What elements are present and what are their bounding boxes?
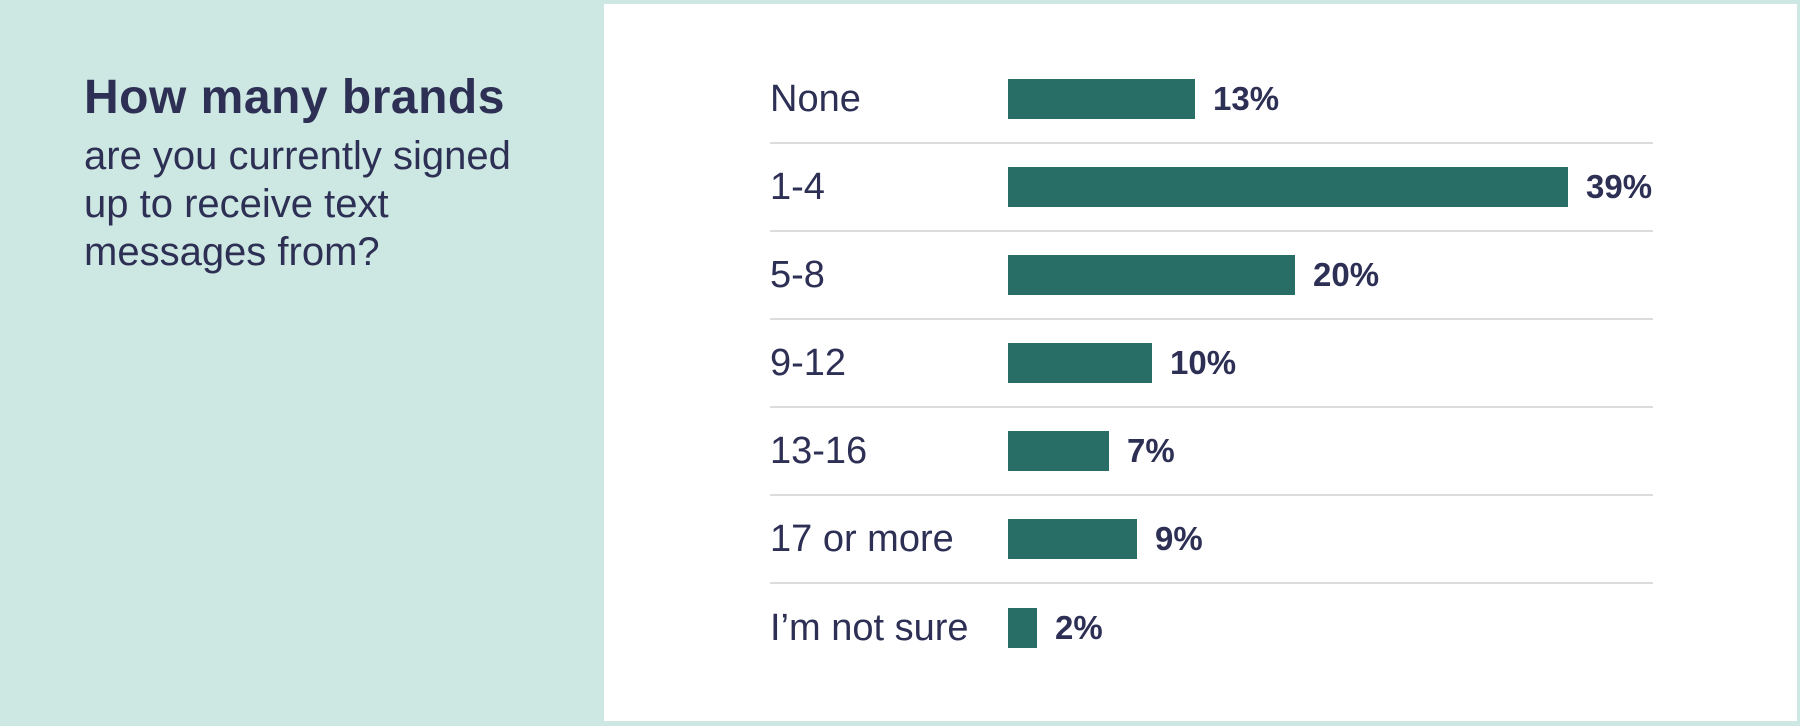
subtitle-line: messages from? xyxy=(84,230,380,274)
bar xyxy=(1008,167,1568,207)
bar xyxy=(1008,608,1037,648)
bar-chart-panel: None 13% 1-4 39% 5-8 20% 9-12 10% 13-16 xyxy=(604,4,1797,721)
chart-row: 17 or more 9% xyxy=(770,496,1653,584)
value-label: 10% xyxy=(1170,344,1237,381)
chart-row: I’m not sure 2% xyxy=(770,584,1653,672)
category-label: I’m not sure xyxy=(770,606,969,649)
chart-row: 13-16 7% xyxy=(770,408,1653,496)
category-label: 13-16 xyxy=(770,429,868,472)
value-label: 2% xyxy=(1055,609,1103,646)
subtitle-line: up to receive text xyxy=(84,182,389,226)
value-label: 7% xyxy=(1127,432,1175,469)
bar xyxy=(1008,343,1152,383)
value-label: 39% xyxy=(1586,168,1653,205)
value-label: 20% xyxy=(1313,256,1380,293)
chart-row: 9-12 10% xyxy=(770,320,1653,408)
question-panel: How many brands are you currently signed… xyxy=(0,0,604,726)
subtitle-line: are you currently signed xyxy=(84,134,511,178)
category-label: None xyxy=(770,77,861,120)
chart-row: 5-8 20% xyxy=(770,232,1653,320)
category-label: 9-12 xyxy=(770,341,847,384)
category-label: 1-4 xyxy=(770,165,825,208)
chart-subtitle: are you currently signed up to receive t… xyxy=(84,132,564,276)
category-label: 5-8 xyxy=(770,253,825,296)
bar xyxy=(1008,431,1109,471)
chart-row: 1-4 39% xyxy=(770,144,1653,232)
value-label: 13% xyxy=(1213,80,1280,117)
chart-row: None 13% xyxy=(770,56,1653,144)
bar-chart: None 13% 1-4 39% 5-8 20% 9-12 10% 13-16 xyxy=(770,56,1653,672)
bar xyxy=(1008,255,1295,295)
bar xyxy=(1008,79,1195,119)
category-label: 17 or more xyxy=(770,517,954,560)
value-label: 9% xyxy=(1155,520,1203,557)
bar xyxy=(1008,519,1137,559)
chart-title: How many brands xyxy=(84,71,505,124)
